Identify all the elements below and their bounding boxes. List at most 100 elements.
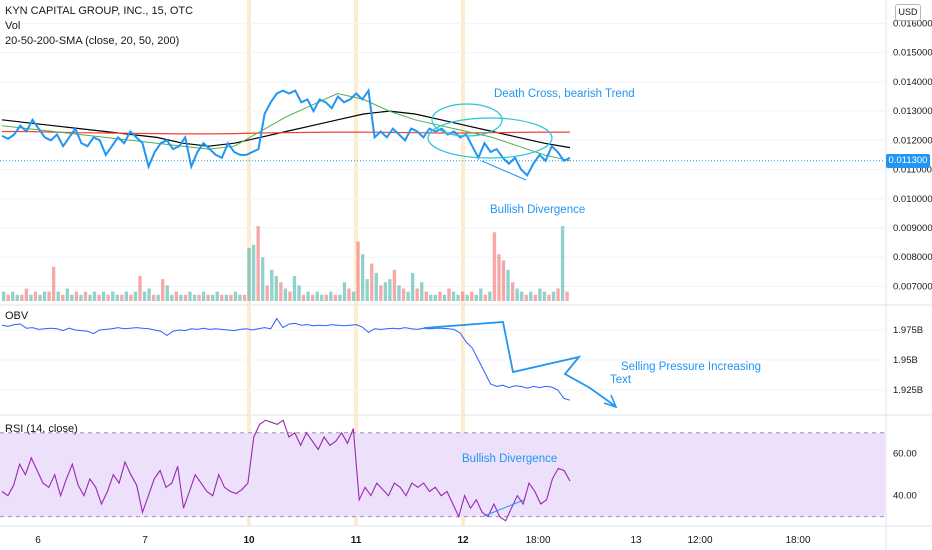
price-tick-label-1: 0.015000 bbox=[893, 48, 932, 59]
volume-bar-30 bbox=[138, 276, 142, 301]
price-tick-label-8: 0.008000 bbox=[893, 252, 932, 263]
volume-bar-35 bbox=[161, 279, 165, 301]
volume-bar-98 bbox=[447, 288, 451, 301]
sma-legend[interactable]: 20-50-200-SMA (close, 20, 50, 200) bbox=[5, 35, 180, 47]
price-tick-label-5: 0.011000 bbox=[893, 165, 932, 176]
volume-bar-77 bbox=[351, 291, 356, 301]
volume-bar-56 bbox=[256, 226, 260, 301]
volume-bar-96 bbox=[438, 291, 442, 301]
price-trend-line bbox=[481, 160, 527, 181]
volume-bar-110 bbox=[501, 260, 506, 301]
symbol-title: KYN CAPITAL GROUP, INC., 15, OTC bbox=[5, 5, 194, 17]
selling-pressure-arrow bbox=[423, 321, 616, 407]
volume-bar-45 bbox=[206, 294, 210, 301]
volume-bar-59 bbox=[270, 269, 274, 301]
x-tick-label-0: 6 bbox=[35, 535, 41, 546]
bullish-divergence-volume-annotation[interactable]: Bullish Divergence bbox=[490, 204, 586, 216]
volume-bar-15 bbox=[70, 294, 74, 301]
volume-bar-72 bbox=[329, 291, 333, 301]
volume-bar-121 bbox=[551, 291, 556, 301]
volume-bar-62 bbox=[283, 288, 288, 301]
rsi-tick-label-0: 60.00 bbox=[893, 449, 917, 460]
volume-bar-46 bbox=[211, 294, 215, 301]
price-tick-label-7: 0.009000 bbox=[893, 223, 932, 234]
x-tick-label-4: 12 bbox=[457, 535, 469, 546]
volume-bar-122 bbox=[556, 288, 560, 301]
volume-bar-107 bbox=[488, 291, 492, 301]
volume-bar-118 bbox=[538, 288, 542, 301]
volume-bar-14 bbox=[65, 288, 69, 301]
volume-bar-9 bbox=[42, 291, 47, 301]
volume-bar-82 bbox=[374, 272, 378, 301]
rsi-line bbox=[1, 419, 571, 522]
volume-bar-88 bbox=[401, 288, 406, 301]
volume-bar-40 bbox=[183, 294, 188, 301]
volume-bar-4 bbox=[20, 294, 24, 301]
volume-bar-49 bbox=[224, 294, 228, 301]
volume-bar-24 bbox=[111, 291, 115, 301]
obv-tick-label-0: 1.975B bbox=[893, 325, 923, 336]
volume-bar-78 bbox=[356, 241, 360, 301]
death-cross-ellipse-large bbox=[427, 117, 553, 159]
volume-bar-105 bbox=[479, 288, 483, 301]
volume-bar-65 bbox=[297, 285, 301, 301]
volume-bar-73 bbox=[333, 294, 338, 301]
volume-bar-67 bbox=[306, 291, 310, 301]
volume-bar-102 bbox=[465, 294, 469, 301]
volume-bar-111 bbox=[506, 269, 510, 301]
bullish-divergence-rsi-annotation[interactable]: Bullish Divergence bbox=[462, 453, 558, 465]
volume-bar-44 bbox=[201, 291, 206, 301]
volume-bar-31 bbox=[142, 291, 147, 301]
volume-bar-8 bbox=[38, 294, 42, 301]
obv-tick-label-1: 1.95B bbox=[893, 355, 918, 366]
volume-bar-94 bbox=[429, 294, 433, 301]
volume-bar-53 bbox=[242, 294, 247, 301]
volume-bar-109 bbox=[497, 254, 501, 301]
x-tick-label-2: 10 bbox=[243, 535, 255, 546]
volume-bar-41 bbox=[188, 291, 192, 301]
volume-bar-43 bbox=[197, 294, 201, 301]
death-cross-annotation[interactable]: Death Cross, bearish Trend bbox=[494, 88, 635, 100]
volume-bar-114 bbox=[520, 291, 524, 301]
text-annotation[interactable]: Text bbox=[610, 374, 632, 386]
sma200-line bbox=[1, 110, 571, 149]
volume-bar-26 bbox=[120, 294, 124, 301]
price-tick-label-2: 0.014000 bbox=[893, 77, 932, 88]
volume-bar-92 bbox=[420, 282, 424, 301]
volume-bar-85 bbox=[388, 279, 392, 301]
session-marker-2 bbox=[461, 0, 465, 526]
rsi-band bbox=[0, 432, 885, 517]
volume-bar-12 bbox=[56, 291, 60, 301]
volume-bar-23 bbox=[106, 294, 110, 301]
volume-bar-69 bbox=[315, 291, 319, 301]
volume-bar-28 bbox=[129, 294, 133, 301]
volume-bar-103 bbox=[470, 291, 474, 301]
volume-bar-20 bbox=[92, 291, 97, 301]
price-tick-label-9: 0.007000 bbox=[893, 281, 932, 292]
sma50-line bbox=[2, 130, 570, 135]
volume-bar-104 bbox=[474, 294, 478, 301]
price-tick-label-3: 0.013000 bbox=[893, 106, 932, 117]
rsi-legend[interactable]: RSI (14, close) bbox=[5, 423, 78, 435]
currency-badge[interactable]: USD bbox=[895, 4, 921, 21]
price-tick-label-0: 0.016000 bbox=[893, 18, 932, 29]
volume-bar-117 bbox=[533, 294, 537, 301]
death-cross-ellipse-small bbox=[431, 103, 503, 137]
x-tick-label-8: 18:00 bbox=[785, 535, 810, 546]
volume-bar-29 bbox=[133, 291, 138, 301]
volume-bar-115 bbox=[524, 294, 528, 301]
volume-bar-7 bbox=[33, 291, 38, 301]
volume-bar-13 bbox=[61, 294, 65, 301]
price-tick-label-6: 0.010000 bbox=[893, 194, 932, 205]
obv-legend[interactable]: OBV bbox=[5, 310, 29, 322]
volume-bar-74 bbox=[338, 294, 342, 301]
volume-bar-87 bbox=[397, 285, 401, 301]
volume-bar-16 bbox=[74, 291, 79, 301]
volume-bar-64 bbox=[292, 276, 297, 301]
volume-bar-80 bbox=[365, 279, 369, 301]
selling-pressure-annotation[interactable]: Selling Pressure Increasing bbox=[621, 361, 761, 373]
volume-bar-108 bbox=[492, 232, 497, 301]
volume-bar-5 bbox=[24, 288, 29, 301]
volume-bar-99 bbox=[451, 291, 456, 301]
